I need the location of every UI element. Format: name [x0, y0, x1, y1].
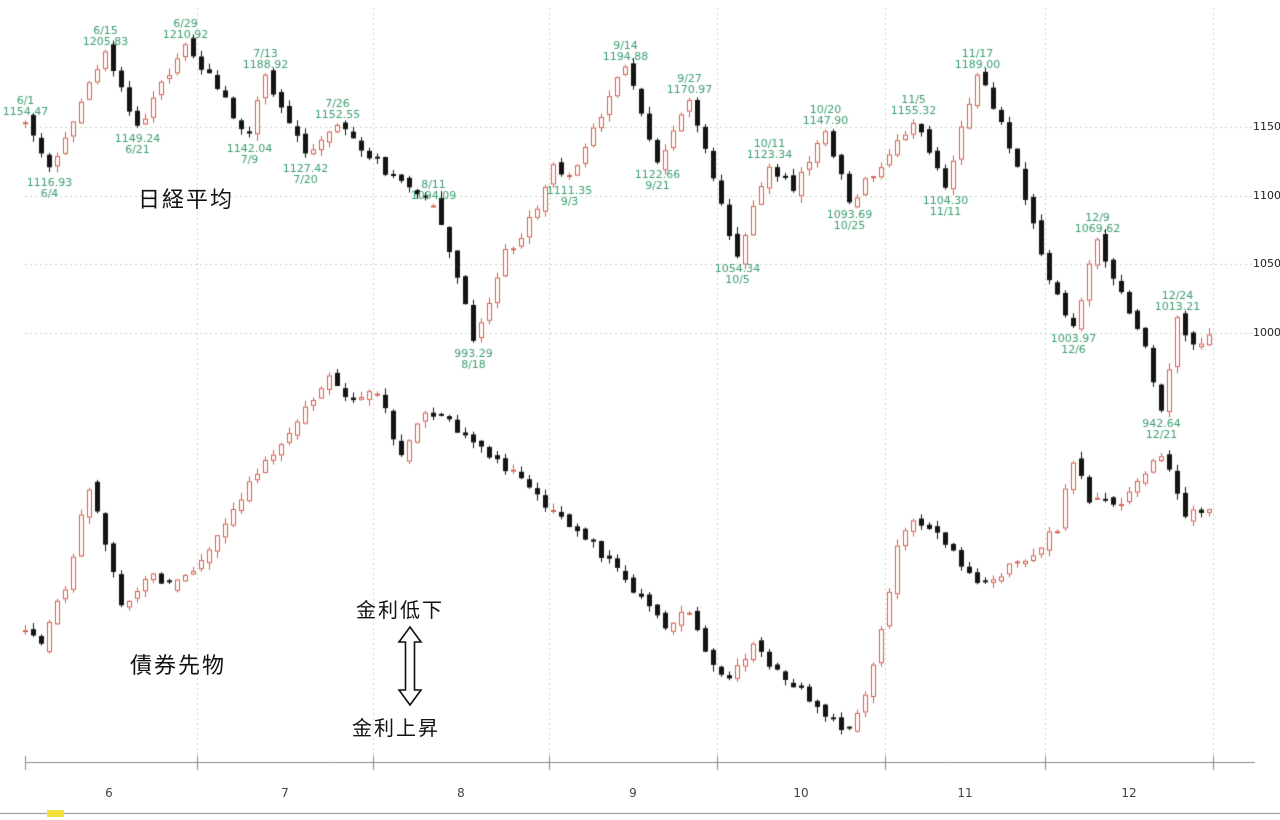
rate-down-label: 金利低下: [356, 598, 444, 622]
price-axis-label: 1000: [1253, 326, 1280, 340]
yellow-marker: [47, 810, 64, 817]
month-axis-label: 12: [1121, 786, 1137, 800]
month-axis-label: 6: [105, 786, 113, 800]
price-axis-label: 1100: [1253, 188, 1280, 202]
double-arrow-icon: [397, 625, 423, 707]
bond-series-label: 債券先物: [130, 654, 227, 679]
month-axis-label: 8: [457, 786, 465, 800]
price-axis-label: 1050: [1253, 257, 1280, 271]
month-axis-label: 11: [957, 786, 973, 800]
rate-up-label: 金利上昇: [352, 716, 440, 740]
nikkei-series-label: 日経平均: [138, 188, 235, 213]
price-axis-label: 1150: [1253, 119, 1280, 133]
month-axis-label: 10: [793, 786, 809, 800]
month-axis-label: 7: [281, 786, 289, 800]
month-axis-label: 9: [629, 786, 637, 800]
